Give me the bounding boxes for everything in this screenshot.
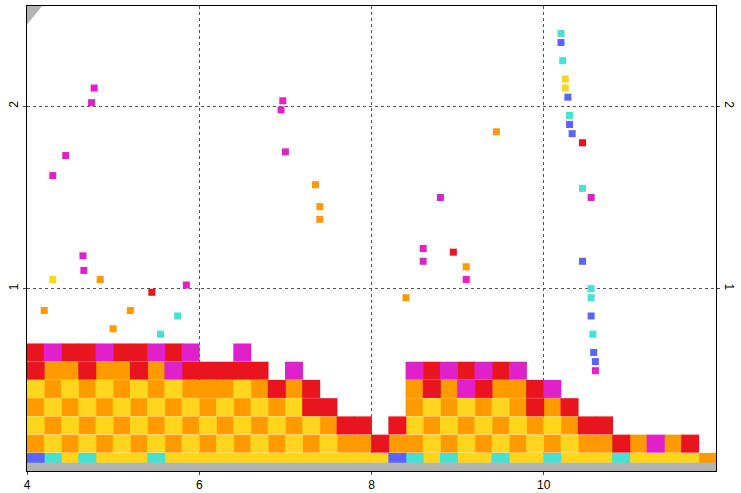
svg-text:4: 4 (24, 478, 31, 492)
svg-text:1: 1 (722, 284, 736, 291)
svg-text:2: 2 (722, 101, 736, 108)
svg-text:6: 6 (196, 478, 203, 492)
svg-text:2: 2 (7, 101, 21, 108)
svg-text:10: 10 (537, 478, 551, 492)
svg-text:8: 8 (368, 478, 375, 492)
svg-text:1: 1 (7, 283, 21, 290)
